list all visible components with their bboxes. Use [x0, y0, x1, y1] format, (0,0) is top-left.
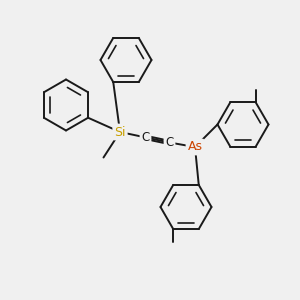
Text: Si: Si	[114, 125, 126, 139]
Text: C: C	[165, 136, 174, 149]
Text: C: C	[141, 131, 150, 144]
Text: As: As	[188, 140, 202, 154]
